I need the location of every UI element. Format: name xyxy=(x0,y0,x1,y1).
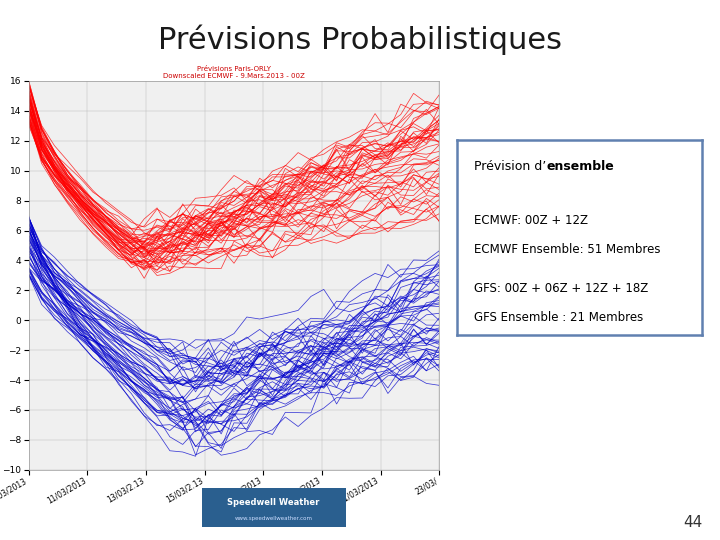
Text: GFS: 00Z + 06Z + 12Z + 18Z: GFS: 00Z + 06Z + 12Z + 18Z xyxy=(474,282,649,295)
Text: www.speedwellweather.com: www.speedwellweather.com xyxy=(235,516,312,521)
Text: Prévision d’: Prévision d’ xyxy=(474,160,546,173)
Text: ECMWF: 00Z + 12Z: ECMWF: 00Z + 12Z xyxy=(474,214,588,227)
Text: ECMWF Ensemble: 51 Membres: ECMWF Ensemble: 51 Membres xyxy=(474,244,661,256)
Text: 44: 44 xyxy=(683,515,702,530)
Text: Speedwell Weather: Speedwell Weather xyxy=(228,498,320,507)
Text: GFS Ensemble : 21 Membres: GFS Ensemble : 21 Membres xyxy=(474,312,644,325)
Text: Prévisions Probabilistiques: Prévisions Probabilistiques xyxy=(158,24,562,55)
Title: Prévisions Paris-ORLY
Downscaled ECMWF - 9.Mars.2013 - 00Z: Prévisions Paris-ORLY Downscaled ECMWF -… xyxy=(163,66,305,79)
Text: ensemble: ensemble xyxy=(546,160,614,173)
